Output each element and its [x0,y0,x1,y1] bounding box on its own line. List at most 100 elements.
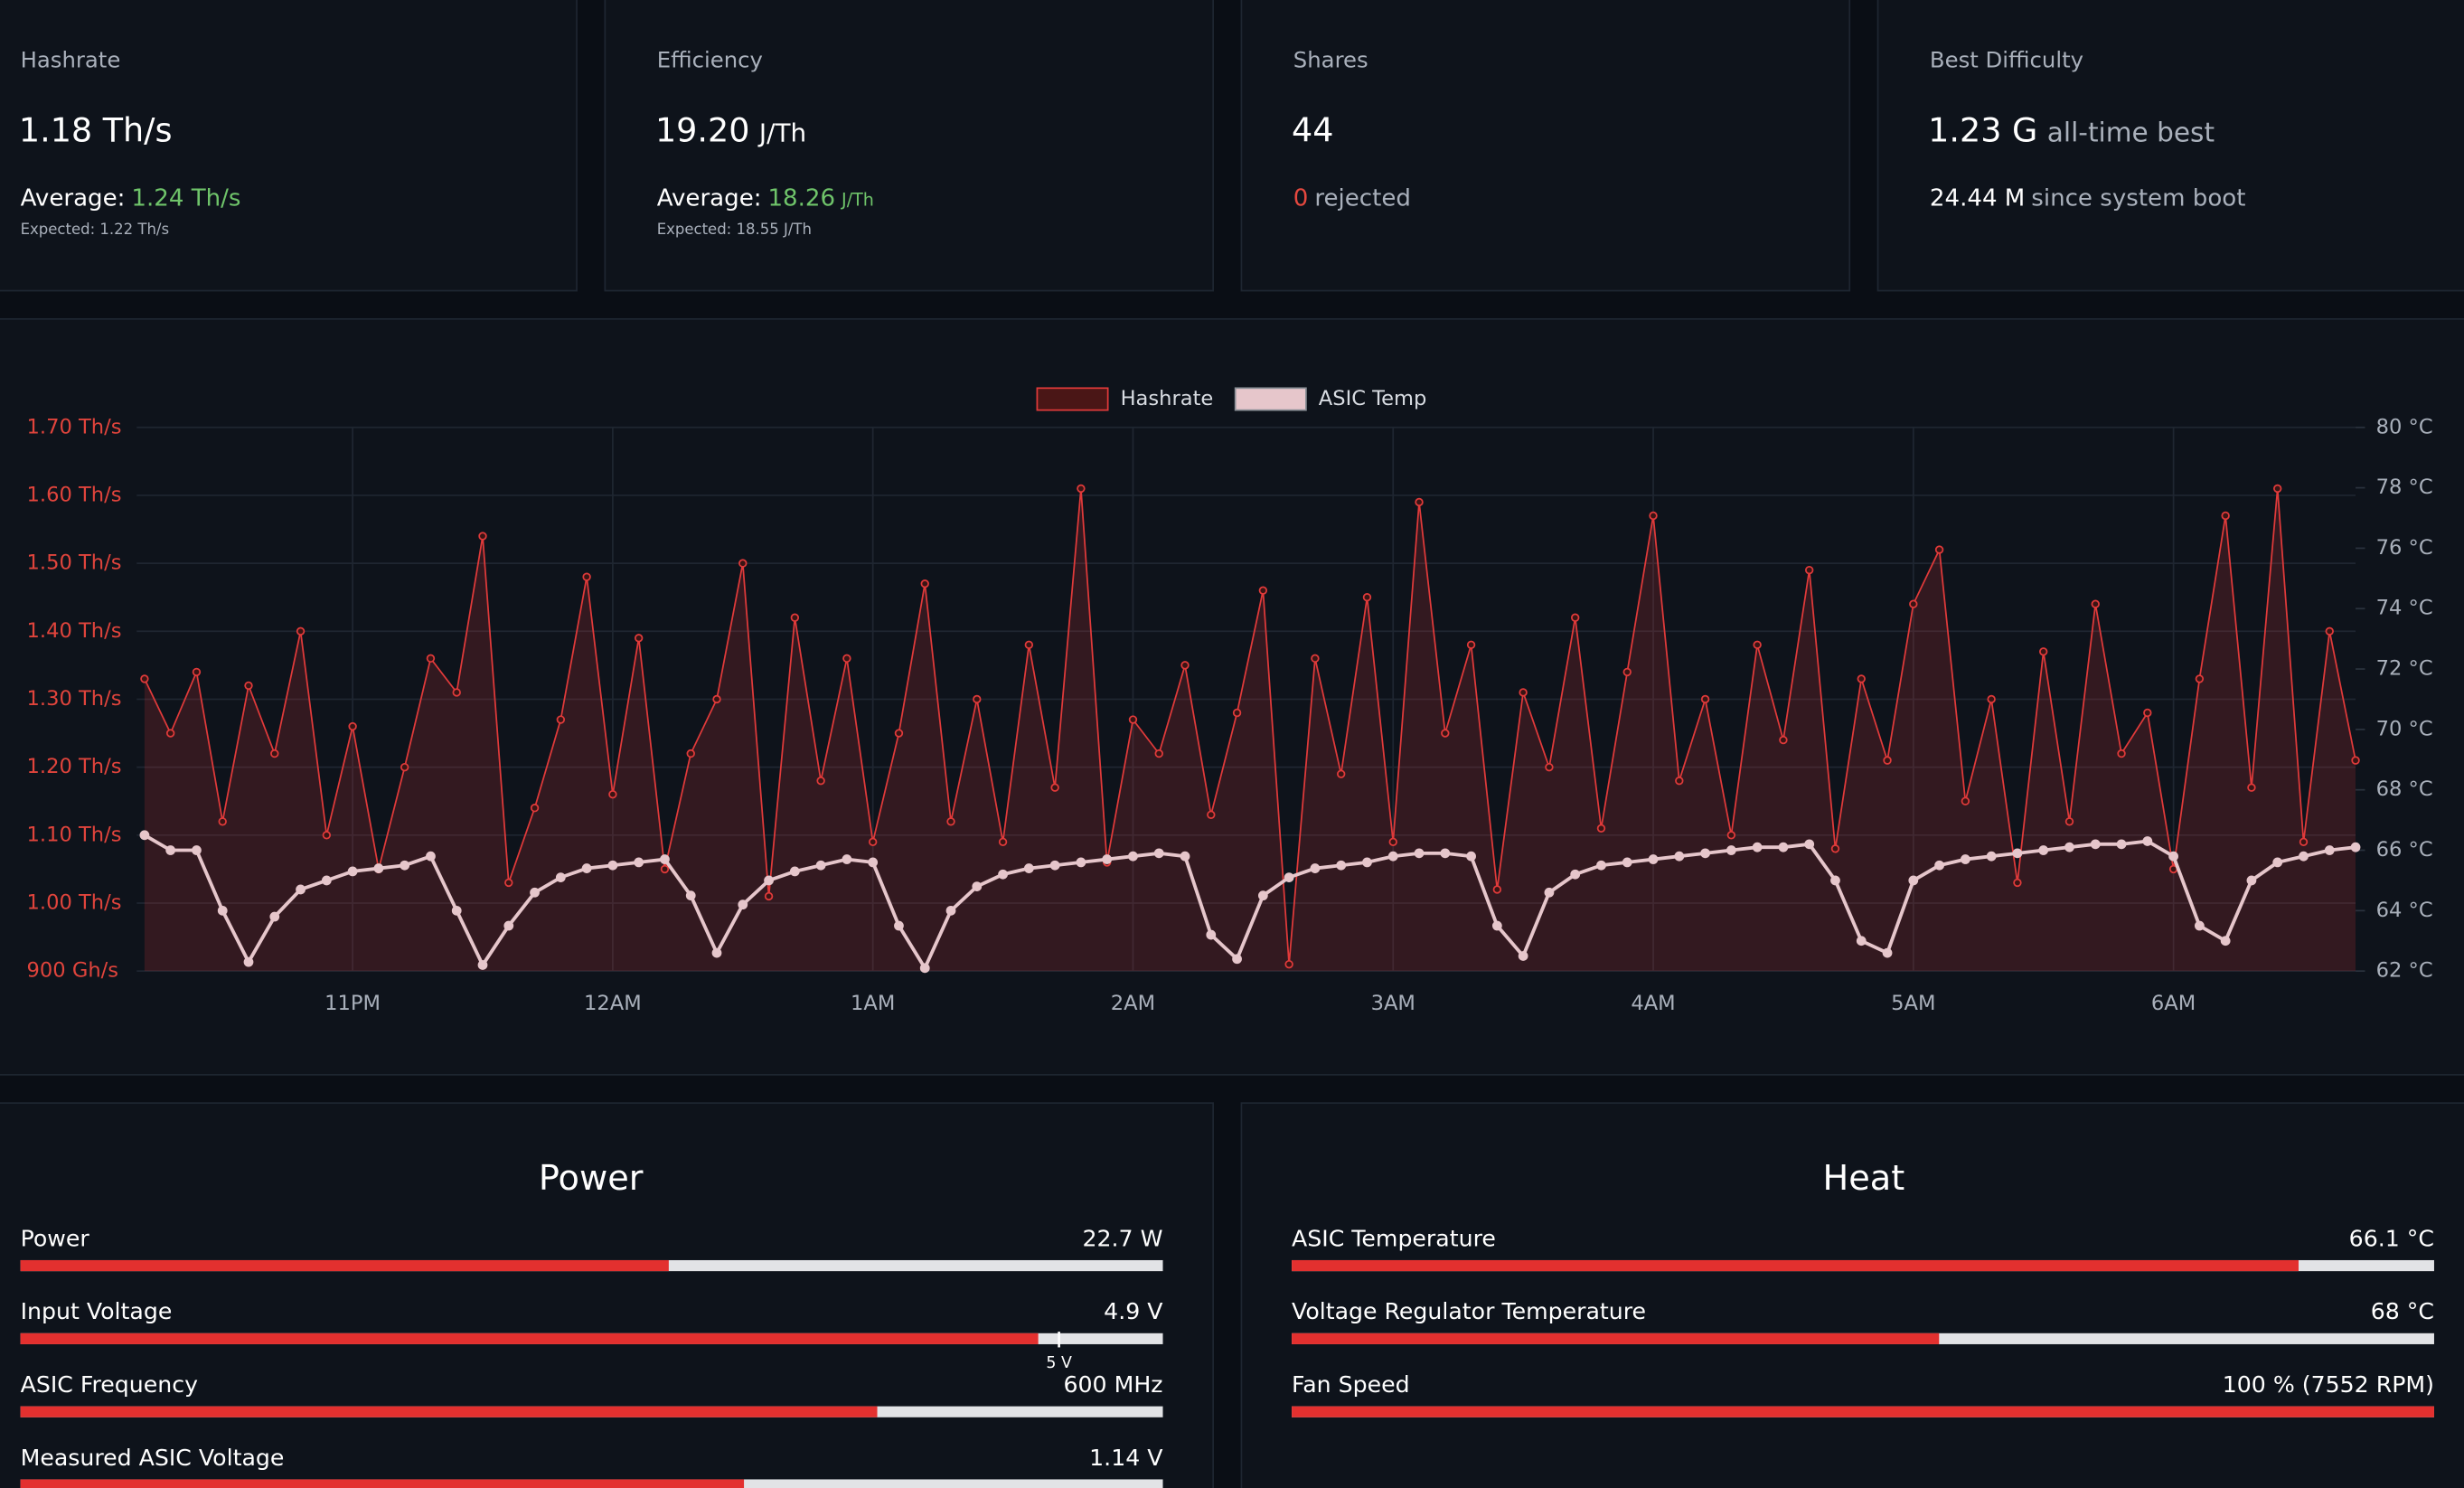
area-fill [144,488,2356,972]
card-title: Shares [1293,47,1368,73]
point [2012,848,2023,859]
card [0,0,578,292]
point [1987,694,1996,704]
card-expected: Expected: 1.22 Th/s [21,221,169,238]
bar-fill [1292,1333,1940,1344]
point [1960,854,1970,864]
point [1387,851,1398,862]
x-tick-label: 3AM [1371,992,1415,1015]
point [1050,783,1059,792]
point [2038,845,2049,855]
point [2195,674,2205,683]
y2-tick-label: 66 °C [2376,838,2433,862]
unit: J/Th [841,190,874,211]
point [1570,613,1580,622]
point [1596,824,1606,833]
point [1336,860,1347,871]
point [452,688,461,697]
point [660,854,670,864]
y-tick-label: 1.00 Th/s [27,890,122,914]
bar-fill [20,1333,1039,1344]
point [451,905,462,916]
point [2194,920,2205,931]
point [2246,875,2257,886]
row-label: Voltage Regulator Temperature [1292,1298,1646,1324]
y2-tick-label: 72 °C [2376,657,2433,681]
point [738,899,748,910]
point [1700,694,1710,704]
point [972,881,983,891]
point [426,851,436,862]
point [1023,863,1034,873]
point [2273,484,2282,494]
card-value: 1.23 G all-time best [1928,110,2215,149]
panel-title: Power [539,1159,644,1199]
point [218,817,227,826]
point [2221,511,2230,521]
card [1876,0,2464,292]
bar-fill [20,1406,878,1417]
card-value: 1.18 Th/s [19,110,173,149]
point [1154,749,1163,758]
point [1726,845,1736,855]
point [894,920,904,931]
card [1240,0,1851,292]
point [1908,875,1919,886]
point [842,654,851,664]
point [1440,848,1451,859]
point [1674,851,1685,862]
card-value: 44 [1292,110,1333,149]
card-average: Average: 1.24 Th/s [21,185,241,212]
y2-tick-label: 70 °C [2376,717,2433,740]
row-label: ASIC Temperature [1292,1225,1496,1251]
point [1909,599,1918,608]
power-panel [0,1102,1215,1488]
point [269,911,280,922]
row-value: 100 % (7552 RPM) [2223,1371,2434,1398]
point [1986,851,1997,862]
point [1128,715,1138,724]
card-value: 19.20 J/Th [655,110,806,149]
card-expected: Expected: 18.55 J/Th [657,221,812,238]
point [1077,484,1086,494]
y-tick-label: 1.30 Th/s [27,687,122,711]
y2-tick-label: 64 °C [2376,899,2433,922]
point [1622,857,1632,868]
point [1310,863,1321,873]
point [1232,954,1242,965]
point [712,694,721,704]
x-tick-label: 5AM [1891,992,1935,1015]
point [2220,936,2231,946]
point [347,866,358,877]
point [2064,817,2074,826]
note: all-time best [2047,117,2215,147]
row-value: 4.9 V [1104,1298,1163,1324]
point [2168,851,2178,862]
unit: J/Th [757,118,806,147]
point [1779,735,1788,745]
point [348,721,357,731]
point [790,613,800,622]
point [1934,860,1944,871]
point [608,790,617,799]
point [1596,860,1606,871]
point [1258,586,1268,595]
x-tick-label: 11PM [324,992,381,1015]
point [1649,511,1658,521]
x-tick-label: 4AM [1631,992,1675,1015]
point [998,837,1008,847]
point [920,579,929,589]
point [2272,857,2283,868]
point [296,884,306,895]
point [2064,842,2074,852]
y-tick-label: 1.20 Th/s [27,755,122,778]
point [1336,769,1346,778]
card-rejected: 0 rejected [1293,185,1411,212]
point [1857,674,1866,683]
point [1311,654,1320,664]
y-tick-label: 1.10 Th/s [27,823,122,846]
point [1414,848,1425,859]
row-label: Power [21,1225,90,1251]
point [165,729,175,738]
y2-tick-label: 76 °C [2376,536,2433,560]
